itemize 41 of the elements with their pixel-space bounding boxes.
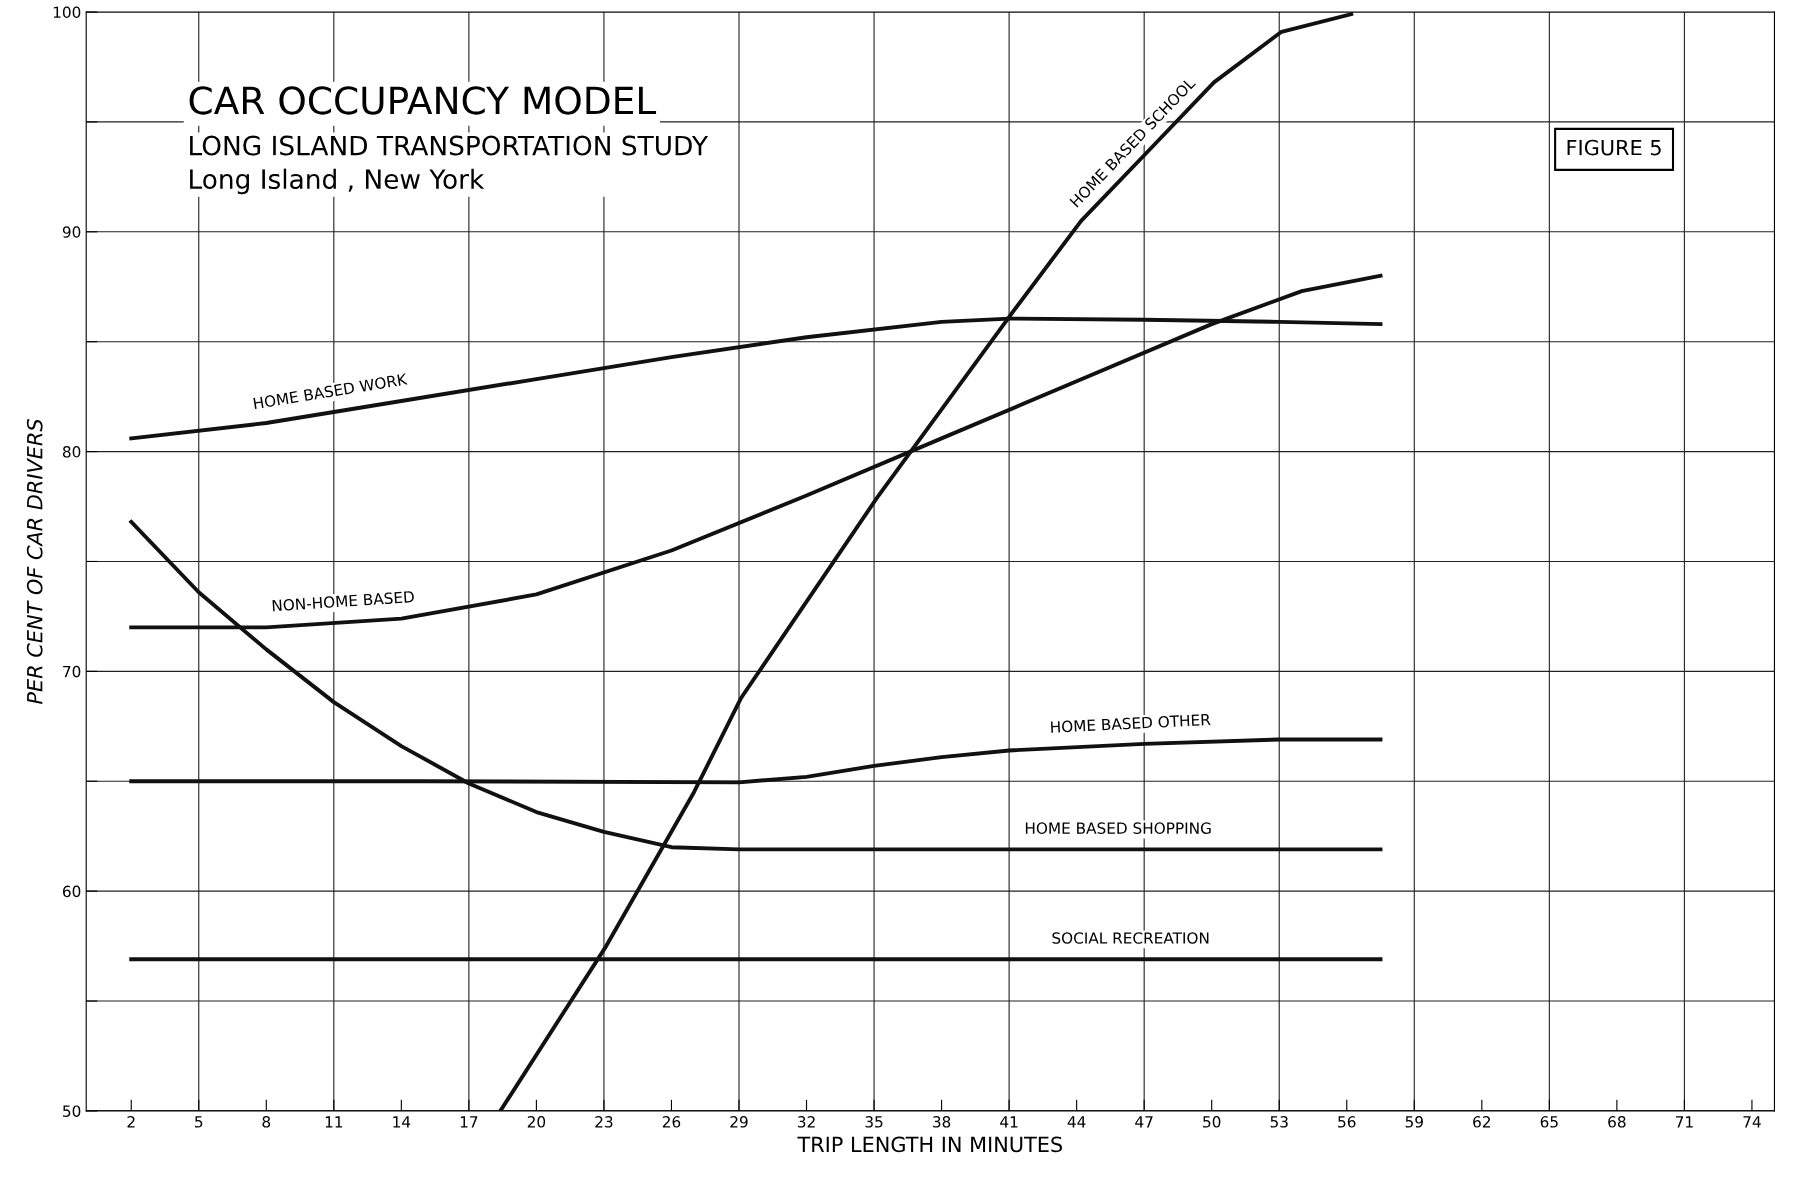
series-label: SOCIAL RECREATION <box>1052 932 1209 944</box>
text: LONG ISLAND TRANSPORTATION STUDY Long Island , New York <box>190 135 709 195</box>
x-tick-label: 11 <box>325 1116 343 1128</box>
x-tick-label: 62 <box>1473 1116 1491 1128</box>
x-tick-label: 53 <box>1270 1116 1288 1128</box>
series-label: HOME BASED SHOPPING <box>1025 822 1211 834</box>
x-tick-label: 14 <box>393 1116 411 1128</box>
x-tick-label: 65 <box>1540 1116 1558 1128</box>
x-tick-label: 32 <box>797 1116 815 1128</box>
x-tick-label: 44 <box>1067 1116 1086 1128</box>
y-axis-title: PER CENT OF CAR DRIVERS <box>26 419 43 704</box>
x-tick-label: 71 <box>1675 1116 1693 1128</box>
x-tick-label: 5 <box>195 1116 203 1128</box>
series-label: NON-HOME BASED <box>272 590 415 612</box>
x-tick-label: 68 <box>1608 1116 1626 1128</box>
x-tick-label: 26 <box>662 1116 681 1128</box>
x-tick-label: 29 <box>730 1116 748 1128</box>
x-tick-label: 20 <box>527 1116 546 1128</box>
x-tick-label: 17 <box>460 1116 478 1128</box>
x-tick-label: 59 <box>1405 1116 1423 1128</box>
y-tick-label: 50 <box>63 1105 81 1117</box>
x-tick-label: 56 <box>1338 1116 1356 1128</box>
text: CAR OCCUPANCY MODEL <box>189 86 657 115</box>
y-tick-label: 100 <box>53 6 81 19</box>
y-tick-label: 90 <box>62 226 81 238</box>
series-label: HOME BASED OTHER <box>1050 713 1211 733</box>
x-tick-label: 41 <box>1000 1116 1018 1128</box>
x-tick-label: 50 <box>1203 1116 1221 1128</box>
x-tick-label: 35 <box>865 1116 883 1128</box>
x-tick-label: 2 <box>127 1116 135 1128</box>
x-tick-label: 38 <box>933 1116 951 1128</box>
text: HOME BASED WORK <box>253 373 408 410</box>
y-tick-label: 70 <box>63 665 81 678</box>
x-tick-label: 47 <box>1135 1116 1153 1128</box>
x-tick-label: 23 <box>595 1116 613 1128</box>
y-tick-label: 80 <box>62 446 81 458</box>
x-tick-label: 8 <box>262 1116 271 1128</box>
x-tick-label: 74 <box>1743 1116 1761 1128</box>
x-axis-title: TRIP LENGTH IN MINUTES <box>797 1136 1063 1153</box>
annotation: FIGURE 5 <box>1567 139 1661 156</box>
y-tick-label: 60 <box>62 885 81 898</box>
